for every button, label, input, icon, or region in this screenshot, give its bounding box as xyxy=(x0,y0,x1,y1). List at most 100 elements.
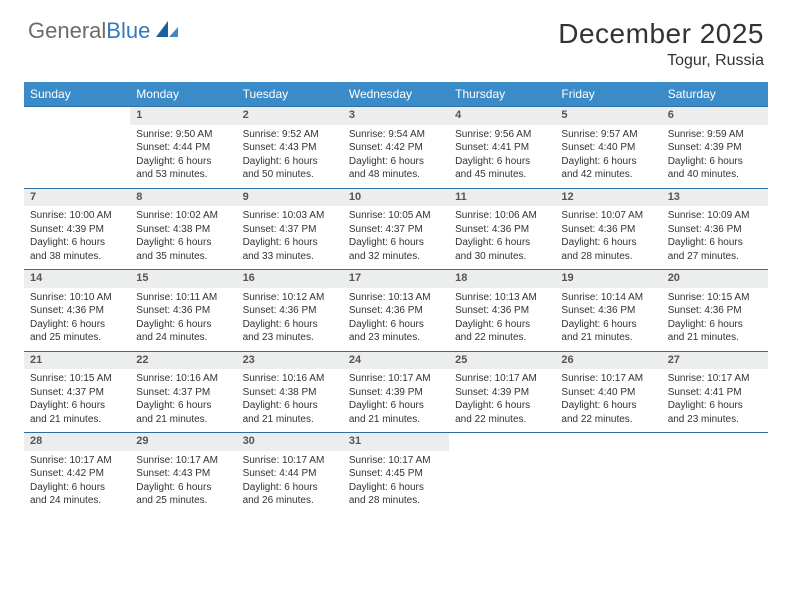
weekday-header: Friday xyxy=(555,82,661,107)
day-sunset: Sunset: 4:41 PM xyxy=(668,386,762,400)
day-cell: Sunrise: 10:11 AMSunset: 4:36 PMDaylight… xyxy=(130,288,236,352)
weekday-header: Thursday xyxy=(449,82,555,107)
day-sunset: Sunset: 4:38 PM xyxy=(243,386,337,400)
day-sunset: Sunset: 4:43 PM xyxy=(243,141,337,155)
day-day1: Daylight: 6 hours xyxy=(668,155,762,169)
day-cell xyxy=(24,125,130,189)
day-number: 13 xyxy=(662,188,768,206)
day-day1: Daylight: 6 hours xyxy=(668,318,762,332)
brand-text: GeneralBlue xyxy=(28,18,150,44)
day-sunset: Sunset: 4:36 PM xyxy=(668,304,762,318)
day-number: 5 xyxy=(555,107,661,125)
day-cell: Sunrise: 10:17 AMSunset: 4:42 PMDaylight… xyxy=(24,451,130,514)
day-day1: Daylight: 6 hours xyxy=(136,318,230,332)
day-sunset: Sunset: 4:36 PM xyxy=(561,223,655,237)
day-content-row: Sunrise: 10:00 AMSunset: 4:39 PMDaylight… xyxy=(24,206,768,270)
day-day1: Daylight: 6 hours xyxy=(455,399,549,413)
day-day2: and 45 minutes. xyxy=(455,168,549,182)
day-number: 24 xyxy=(343,351,449,369)
day-sunset: Sunset: 4:44 PM xyxy=(243,467,337,481)
day-sunset: Sunset: 4:38 PM xyxy=(136,223,230,237)
day-sunrise: Sunrise: 9:54 AM xyxy=(349,128,443,142)
day-sunset: Sunset: 4:36 PM xyxy=(561,304,655,318)
day-number: 25 xyxy=(449,351,555,369)
day-day1: Daylight: 6 hours xyxy=(668,399,762,413)
day-number: 4 xyxy=(449,107,555,125)
day-sunrise: Sunrise: 9:50 AM xyxy=(136,128,230,142)
day-day2: and 30 minutes. xyxy=(455,250,549,264)
day-sunset: Sunset: 4:37 PM xyxy=(136,386,230,400)
day-day2: and 25 minutes. xyxy=(30,331,124,345)
day-sunset: Sunset: 4:41 PM xyxy=(455,141,549,155)
day-day2: and 22 minutes. xyxy=(455,413,549,427)
day-cell: Sunrise: 10:17 AMSunset: 4:44 PMDaylight… xyxy=(237,451,343,514)
day-sunset: Sunset: 4:36 PM xyxy=(455,223,549,237)
day-number: 21 xyxy=(24,351,130,369)
day-cell: Sunrise: 9:56 AMSunset: 4:41 PMDaylight:… xyxy=(449,125,555,189)
day-sunrise: Sunrise: 10:17 AM xyxy=(561,372,655,386)
day-sunrise: Sunrise: 10:17 AM xyxy=(349,454,443,468)
day-day1: Daylight: 6 hours xyxy=(243,481,337,495)
day-number: 3 xyxy=(343,107,449,125)
day-sunrise: Sunrise: 10:06 AM xyxy=(455,209,549,223)
day-number: 12 xyxy=(555,188,661,206)
day-number: 20 xyxy=(662,270,768,288)
day-day1: Daylight: 6 hours xyxy=(455,318,549,332)
day-day2: and 35 minutes. xyxy=(136,250,230,264)
day-cell: Sunrise: 10:15 AMSunset: 4:37 PMDaylight… xyxy=(24,369,130,433)
day-cell: Sunrise: 10:17 AMSunset: 4:41 PMDaylight… xyxy=(662,369,768,433)
day-cell: Sunrise: 10:13 AMSunset: 4:36 PMDaylight… xyxy=(343,288,449,352)
day-day2: and 23 minutes. xyxy=(668,413,762,427)
day-content-row: Sunrise: 10:15 AMSunset: 4:37 PMDaylight… xyxy=(24,369,768,433)
day-sunrise: Sunrise: 10:17 AM xyxy=(668,372,762,386)
day-day1: Daylight: 6 hours xyxy=(30,399,124,413)
day-day1: Daylight: 6 hours xyxy=(136,481,230,495)
day-sunset: Sunset: 4:42 PM xyxy=(349,141,443,155)
day-day1: Daylight: 6 hours xyxy=(668,236,762,250)
day-cell: Sunrise: 10:03 AMSunset: 4:37 PMDaylight… xyxy=(237,206,343,270)
day-day2: and 28 minutes. xyxy=(349,494,443,508)
day-number: 6 xyxy=(662,107,768,125)
weekday-header: Wednesday xyxy=(343,82,449,107)
day-day1: Daylight: 6 hours xyxy=(349,399,443,413)
day-day2: and 21 minutes. xyxy=(30,413,124,427)
calendar-table: Sunday Monday Tuesday Wednesday Thursday… xyxy=(24,82,768,514)
day-number: 31 xyxy=(343,433,449,451)
day-number: 27 xyxy=(662,351,768,369)
day-day1: Daylight: 6 hours xyxy=(349,318,443,332)
day-day1: Daylight: 6 hours xyxy=(136,155,230,169)
day-sunrise: Sunrise: 10:14 AM xyxy=(561,291,655,305)
day-number: 17 xyxy=(343,270,449,288)
day-sunrise: Sunrise: 10:16 AM xyxy=(243,372,337,386)
day-sunrise: Sunrise: 10:17 AM xyxy=(136,454,230,468)
day-sunrise: Sunrise: 9:52 AM xyxy=(243,128,337,142)
day-sunset: Sunset: 4:37 PM xyxy=(30,386,124,400)
day-day1: Daylight: 6 hours xyxy=(30,318,124,332)
day-number: 8 xyxy=(130,188,236,206)
day-number xyxy=(662,433,768,451)
day-cell: Sunrise: 10:14 AMSunset: 4:36 PMDaylight… xyxy=(555,288,661,352)
day-cell: Sunrise: 10:16 AMSunset: 4:37 PMDaylight… xyxy=(130,369,236,433)
day-day1: Daylight: 6 hours xyxy=(455,155,549,169)
day-sunrise: Sunrise: 10:11 AM xyxy=(136,291,230,305)
day-cell: Sunrise: 10:15 AMSunset: 4:36 PMDaylight… xyxy=(662,288,768,352)
day-cell: Sunrise: 10:17 AMSunset: 4:43 PMDaylight… xyxy=(130,451,236,514)
day-day1: Daylight: 6 hours xyxy=(243,399,337,413)
day-sunset: Sunset: 4:39 PM xyxy=(455,386,549,400)
brand-part1: General xyxy=(28,18,106,43)
day-sunset: Sunset: 4:37 PM xyxy=(349,223,443,237)
weekday-header-row: Sunday Monday Tuesday Wednesday Thursday… xyxy=(24,82,768,107)
page-title: December 2025 xyxy=(558,18,764,50)
day-number-row: 78910111213 xyxy=(24,188,768,206)
day-cell: Sunrise: 10:05 AMSunset: 4:37 PMDaylight… xyxy=(343,206,449,270)
day-cell: Sunrise: 10:17 AMSunset: 4:40 PMDaylight… xyxy=(555,369,661,433)
day-day1: Daylight: 6 hours xyxy=(455,236,549,250)
day-day2: and 38 minutes. xyxy=(30,250,124,264)
weekday-header: Sunday xyxy=(24,82,130,107)
day-sunrise: Sunrise: 10:09 AM xyxy=(668,209,762,223)
day-sunrise: Sunrise: 10:13 AM xyxy=(455,291,549,305)
day-number: 19 xyxy=(555,270,661,288)
day-sunset: Sunset: 4:36 PM xyxy=(668,223,762,237)
day-day1: Daylight: 6 hours xyxy=(561,155,655,169)
day-number: 29 xyxy=(130,433,236,451)
